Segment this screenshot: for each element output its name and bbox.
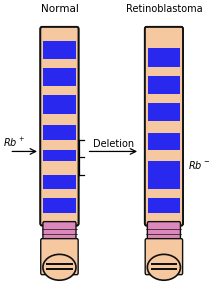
Ellipse shape	[43, 254, 76, 280]
FancyBboxPatch shape	[147, 222, 180, 242]
FancyBboxPatch shape	[145, 27, 183, 226]
Bar	[43, 125, 76, 140]
Bar	[43, 161, 76, 175]
Bar	[151, 263, 177, 265]
Bar	[43, 68, 76, 86]
FancyBboxPatch shape	[145, 239, 183, 275]
Bar	[148, 48, 180, 67]
Bar	[43, 189, 76, 198]
Bar	[148, 198, 180, 213]
Bar	[43, 95, 76, 113]
Bar	[43, 150, 76, 161]
Text: Deletion: Deletion	[93, 139, 134, 148]
Ellipse shape	[147, 254, 180, 280]
Bar	[43, 140, 76, 150]
Bar	[43, 41, 76, 59]
Bar	[43, 198, 76, 213]
Bar	[148, 103, 180, 121]
Bar	[43, 175, 76, 189]
Text: $Rb^+$: $Rb^+$	[3, 135, 25, 148]
Bar	[43, 59, 76, 68]
Bar	[148, 189, 180, 198]
FancyBboxPatch shape	[41, 239, 78, 275]
Bar	[46, 268, 73, 270]
Bar	[148, 133, 180, 150]
Bar	[43, 113, 76, 125]
Text: Normal: Normal	[41, 4, 78, 14]
Bar	[148, 29, 180, 48]
Bar	[151, 268, 177, 270]
Text: $Rb^-$: $Rb^-$	[188, 159, 210, 171]
Bar	[148, 161, 180, 189]
Bar	[148, 121, 180, 133]
Bar	[43, 86, 76, 95]
Bar	[148, 76, 180, 94]
FancyBboxPatch shape	[43, 222, 76, 242]
Bar	[148, 67, 180, 76]
Bar	[148, 94, 180, 103]
Bar	[43, 213, 76, 223]
Bar	[46, 263, 73, 265]
Text: Retinoblastoma: Retinoblastoma	[125, 4, 202, 14]
Bar	[43, 29, 76, 41]
Bar	[148, 213, 180, 223]
Bar	[148, 150, 180, 161]
FancyBboxPatch shape	[40, 27, 79, 226]
